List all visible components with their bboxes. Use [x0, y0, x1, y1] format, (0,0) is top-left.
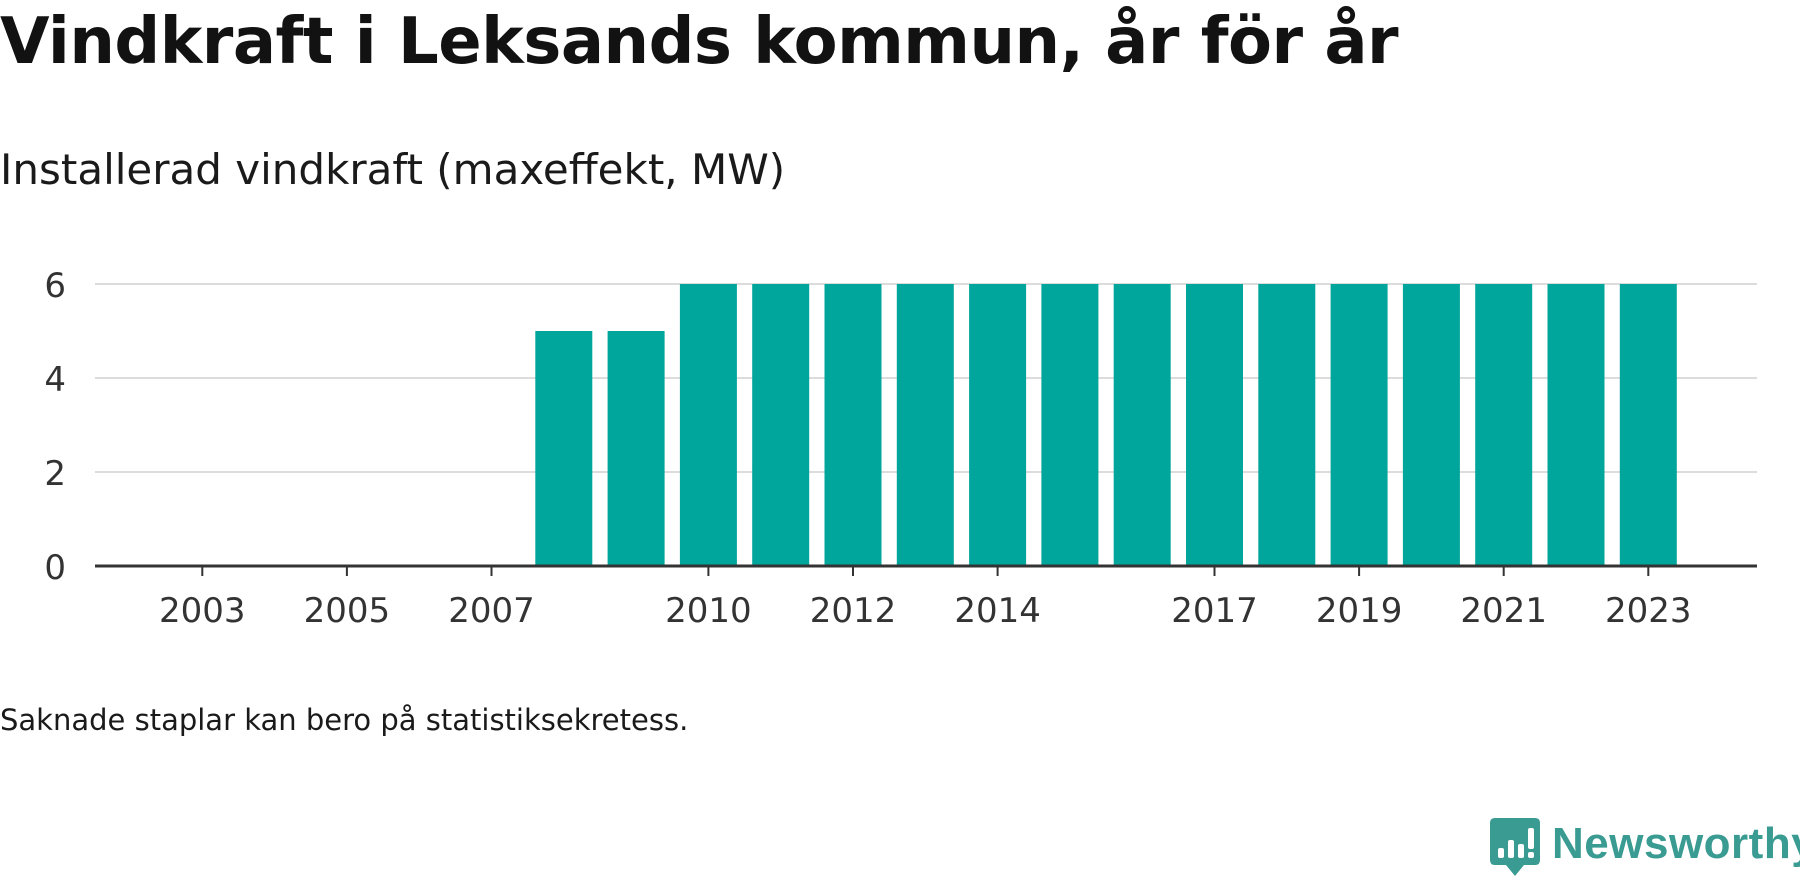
x-tick-label: 2003 [159, 591, 246, 631]
bar-2019 [1330, 284, 1388, 566]
y-tick-label: 0 [44, 548, 66, 588]
newsworthy-logo-icon [1490, 818, 1540, 876]
bar-2023 [1619, 284, 1677, 566]
bar-2020 [1402, 284, 1460, 566]
brand-name: Newsworthy [1552, 819, 1800, 868]
y-axis-labels: 0 2 4 6 [44, 266, 66, 588]
bar-2010 [679, 284, 737, 566]
y-tick-label: 6 [44, 266, 66, 306]
bar-2022 [1547, 284, 1605, 566]
bar-2011 [752, 284, 810, 566]
bar-2021 [1475, 284, 1533, 566]
x-tick-label: 2012 [810, 591, 897, 631]
bar-2014 [969, 284, 1027, 566]
bar-2018 [1258, 284, 1316, 566]
chart-title: Vindkraft i Leksands kommun, år för år [0, 5, 1399, 79]
x-tick-label: 2019 [1316, 591, 1403, 631]
chart-subtitle: Installerad vindkraft (maxeffekt, MW) [0, 145, 786, 194]
bar-2008 [535, 331, 593, 566]
bar-2017 [1186, 284, 1243, 566]
x-tick-label: 2014 [954, 591, 1041, 631]
x-tick-label: 2021 [1460, 591, 1547, 631]
y-tick-label: 4 [44, 360, 66, 400]
bar-chart: 0 2 4 6 2003 2005 2007 2010 2012 2014 2017 2019 202… [44, 266, 1757, 631]
x-axis-labels: 2003 2005 2007 2010 2012 2014 2017 2019 2021 2023 [159, 591, 1692, 631]
bar-2012 [824, 284, 882, 566]
bars [535, 284, 1677, 566]
bar-2016 [1113, 284, 1171, 566]
newsworthy-brand: Newsworthy [1490, 818, 1800, 878]
x-axis [95, 564, 1757, 576]
x-tick-label: 2007 [448, 591, 535, 631]
bar-2013 [896, 284, 954, 566]
x-tick-label: 2010 [665, 591, 752, 631]
y-tick-label: 2 [44, 454, 66, 494]
x-tick-label: 2023 [1605, 591, 1692, 631]
bar-2015 [1041, 284, 1099, 566]
x-tick-label: 2017 [1171, 591, 1258, 631]
footnote: Saknade staplar kan bero på statistiksek… [0, 703, 689, 737]
x-tick-label: 2005 [304, 591, 391, 631]
bar-2009 [607, 331, 665, 566]
